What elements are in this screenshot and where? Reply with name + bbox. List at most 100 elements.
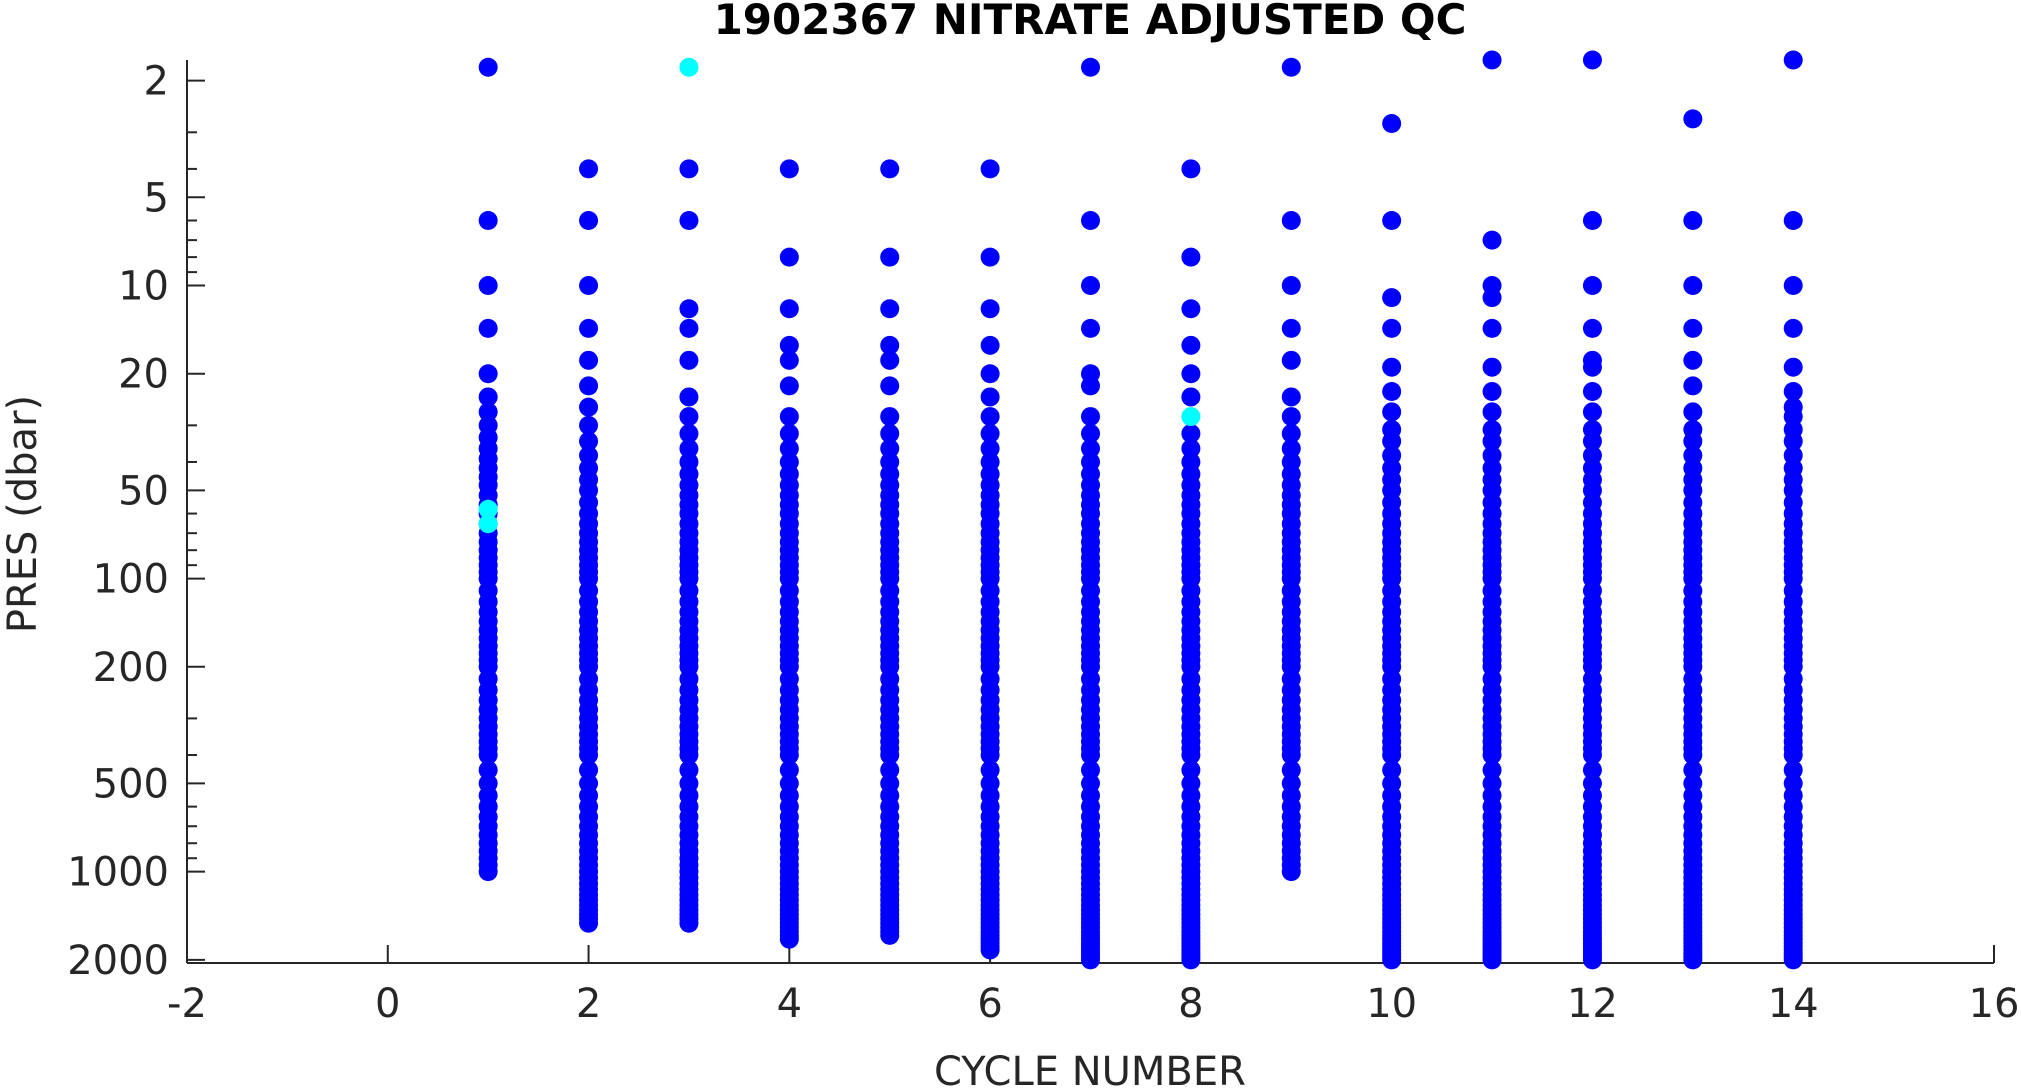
- data-point: [1783, 745, 1803, 765]
- data-point: [1582, 211, 1602, 231]
- data-point: [980, 364, 1000, 384]
- data-point: [1382, 211, 1402, 231]
- data-point: [1582, 745, 1602, 765]
- data-point: [779, 376, 799, 396]
- data-point: [679, 760, 699, 780]
- data-point: [478, 760, 498, 780]
- x-tick-label: 16: [1969, 981, 2020, 1027]
- data-point: [1683, 431, 1703, 451]
- data-point: [1181, 247, 1201, 267]
- y-tick-label: 10: [118, 264, 169, 310]
- data-point: [1783, 382, 1803, 402]
- data-point: [478, 387, 498, 407]
- data-point: [679, 439, 699, 459]
- y-tick-label: 100: [93, 557, 169, 603]
- data-point: [1683, 402, 1703, 422]
- data-point: [1783, 318, 1803, 338]
- data-point: [880, 760, 900, 780]
- data-point: [579, 745, 599, 765]
- data-point: [880, 299, 900, 319]
- data-point: [779, 439, 799, 459]
- data-point: [1582, 50, 1602, 70]
- data-point: [1582, 318, 1602, 338]
- data-point: [478, 211, 498, 231]
- data-point: [1382, 357, 1402, 377]
- data-point: [478, 318, 498, 338]
- data-point: [1281, 57, 1301, 77]
- data-point: [679, 407, 699, 427]
- data-point: [1181, 424, 1201, 444]
- data-point: [1482, 745, 1502, 765]
- data-point: [880, 925, 900, 945]
- y-tick-label: 2: [144, 59, 169, 105]
- data-point: [880, 335, 900, 355]
- data-point: [880, 247, 900, 267]
- data-point: [579, 431, 599, 451]
- data-point: [579, 760, 599, 780]
- data-point: [880, 424, 900, 444]
- data-point: [1382, 431, 1402, 451]
- data-point: [1382, 114, 1402, 134]
- data-point: [980, 424, 1000, 444]
- y-tick-label: 2000: [67, 938, 169, 984]
- data-point: [980, 940, 1000, 960]
- data-point: [679, 159, 699, 179]
- data-point: [880, 159, 900, 179]
- data-point: [1783, 357, 1803, 377]
- data-point: [980, 387, 1000, 407]
- data-point: [880, 350, 900, 370]
- data-point: [1081, 950, 1100, 970]
- data-point: [1482, 431, 1502, 451]
- data-point: [478, 364, 498, 384]
- data-point: [1081, 745, 1100, 765]
- data-point: [980, 407, 1000, 427]
- data-point: [478, 276, 498, 296]
- data-point: [679, 211, 699, 231]
- data-point: [1382, 402, 1402, 422]
- data-point: [980, 745, 1000, 765]
- data-point: [980, 299, 1000, 319]
- x-tick-label: 2: [576, 981, 601, 1027]
- data-point: [980, 247, 1000, 267]
- data-point: [1081, 211, 1100, 231]
- data-point: [1783, 950, 1803, 970]
- data-point: [1582, 760, 1602, 780]
- data-point: [478, 745, 498, 765]
- data-point: [1081, 376, 1100, 396]
- data-point: [1482, 760, 1502, 780]
- data-point: [1281, 862, 1301, 882]
- flagged-data-point: [478, 514, 498, 534]
- data-point: [779, 929, 799, 949]
- data-point: [1382, 318, 1402, 338]
- data-point: [1683, 109, 1703, 129]
- data-point: [1783, 760, 1803, 780]
- data-point: [880, 439, 900, 459]
- data-point: [1281, 211, 1301, 231]
- x-axis-label: CYCLE NUMBER: [934, 1049, 1246, 1088]
- data-point: [1181, 439, 1201, 459]
- data-point: [1281, 407, 1301, 427]
- data-point: [1181, 335, 1201, 355]
- data-point: [980, 760, 1000, 780]
- data-point: [1482, 50, 1502, 70]
- data-point: [579, 415, 599, 435]
- y-tick-label: 500: [93, 761, 169, 807]
- data-point: [1181, 364, 1201, 384]
- data-point: [679, 424, 699, 444]
- data-point: [1683, 950, 1703, 970]
- x-tick-label: 12: [1567, 981, 1618, 1027]
- data-point: [1482, 357, 1502, 377]
- data-point: [679, 745, 699, 765]
- x-tick-label: 0: [375, 981, 400, 1027]
- data-point: [880, 745, 900, 765]
- data-point: [1181, 760, 1201, 780]
- data-point: [1181, 950, 1201, 970]
- data-point: [1683, 745, 1703, 765]
- data-point: [1081, 407, 1100, 427]
- data-point: [1482, 288, 1502, 308]
- data-point: [1281, 387, 1301, 407]
- data-point: [1482, 950, 1502, 970]
- data-point: [478, 57, 498, 77]
- data-point: [679, 387, 699, 407]
- data-point: [1081, 760, 1100, 780]
